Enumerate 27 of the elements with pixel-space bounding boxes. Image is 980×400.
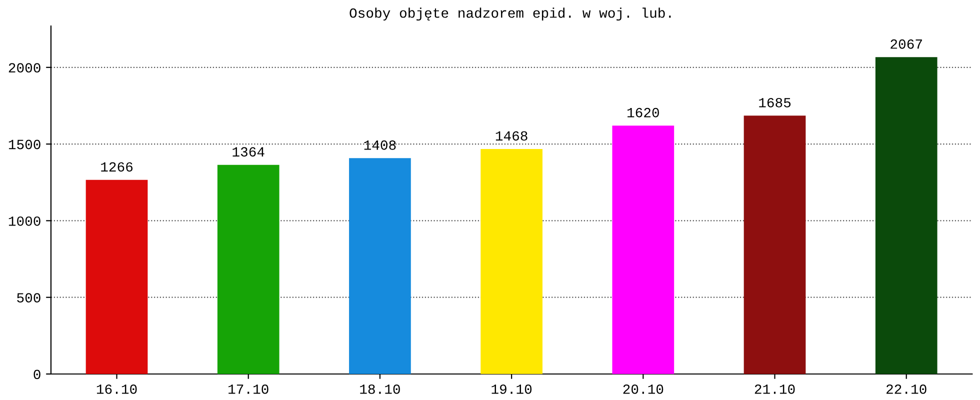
bar [875,57,938,374]
y-tick-label: 2000 [8,63,40,73]
x-tick-label: 21.10 [754,384,795,394]
bar [217,164,280,374]
data-label: 1266 [101,162,133,172]
data-label: 1468 [496,131,528,141]
x-tick-label: 18.10 [360,384,400,394]
x-tick-label: 16.10 [96,384,137,394]
x-tick-label: 19.10 [492,384,532,394]
bar [480,148,542,374]
data-label: 1408 [364,140,396,150]
data-label: 1620 [627,108,659,118]
bar [86,180,148,374]
bar [349,158,411,374]
y-tick-label: 500 [17,293,40,303]
x-tick-label: 17.10 [228,384,268,394]
bar [612,126,674,374]
data-label: 1364 [232,147,264,157]
y-tick-label: 1500 [8,140,40,150]
y-tick-label: 1000 [8,216,40,226]
data-label: 1685 [759,98,791,108]
y-tick-label: 0 [34,370,40,380]
x-tick-label: 20.10 [623,384,664,394]
bar [744,116,806,374]
x-tick-label: 22.10 [886,384,926,394]
data-label: 2067 [890,39,922,49]
chart-title: Osoby objęte nadzorem epid. w woj. lub. [350,8,671,21]
